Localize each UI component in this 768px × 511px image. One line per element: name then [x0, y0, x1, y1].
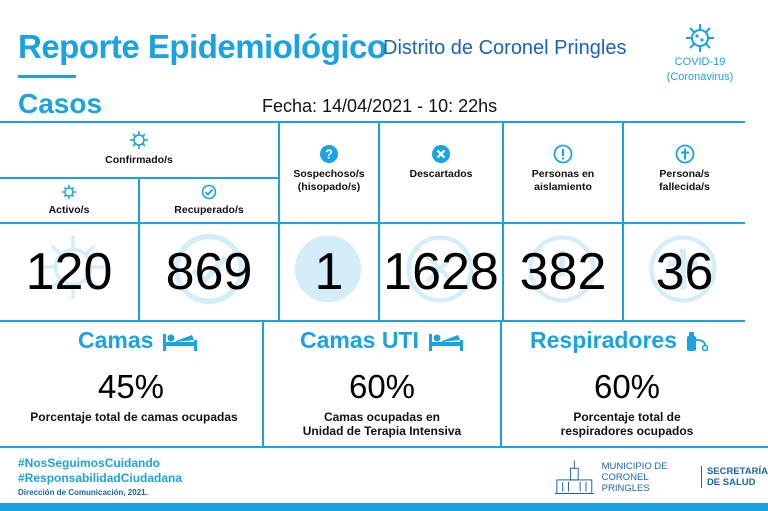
- exclamation-icon: [528, 235, 596, 303]
- icu-title: Camas UTI: [300, 327, 465, 354]
- virus-icon: [130, 131, 148, 149]
- recovered-count: 869: [165, 243, 253, 301]
- col-divider-4: [502, 121, 504, 320]
- municipality-line-1: MUNICIPIO DE: [601, 460, 668, 472]
- suspected-header: ? Sospechoso/s (hisopado/s): [280, 144, 378, 194]
- cross-icon: [649, 235, 717, 303]
- deceased-label-2: fallecida/s: [659, 181, 710, 193]
- ventilators-title: Respiradores: [530, 327, 709, 354]
- suspected-label-1: Sospechoso/s: [293, 168, 365, 180]
- col-divider-2: [278, 121, 280, 320]
- check-icon: [201, 184, 217, 200]
- suspected-count: 1: [314, 243, 344, 301]
- bottom-divider-1: [262, 320, 264, 446]
- secretariat-line-2: DE SALUD: [706, 477, 756, 488]
- active-header: Activo/s: [0, 184, 138, 217]
- cross-icon: [675, 144, 694, 164]
- icu-desc-line-1: Camas ocupadas en: [323, 410, 441, 424]
- icu-desc-line-2: Unidad de Terapia Intensiva: [302, 424, 462, 438]
- beds-description: Porcentaje total de camas ocupadas: [0, 410, 268, 424]
- question-icon: [294, 235, 362, 303]
- col-divider-3: [378, 121, 380, 320]
- confirmed-label: Confirmado/s: [105, 154, 173, 166]
- x-icon: [432, 145, 450, 163]
- ventilators-percent: 60%: [593, 368, 661, 405]
- svg-text:?: ?: [325, 147, 333, 162]
- icu-percent: 60%: [348, 368, 416, 405]
- report-title: Reporte Epidemiológico: [18, 28, 387, 65]
- suspected-label-2: (hisopado/s): [297, 181, 361, 193]
- municipality-line-2: CORONEL PRINGLES: [601, 471, 650, 494]
- discarded-header: Descartados: [380, 144, 502, 181]
- isolation-count: 382: [519, 243, 607, 301]
- virus-icon: [686, 24, 714, 52]
- bottom-accent-bar: [0, 503, 768, 511]
- recovered-label: Recuperado/s: [174, 204, 244, 216]
- secretariat-line-1: SECRETARÍA: [706, 466, 768, 477]
- town-hall-icon: [554, 460, 594, 494]
- covid-badge: COVID-19 (Coronavirus): [640, 22, 760, 84]
- district-subtitle: Distrito de Coronel Pringles: [383, 37, 627, 59]
- beds-desc-line: Porcentaje total de camas ocupadas: [30, 410, 238, 424]
- municipality-logo: MUNICIPIO DE CORONEL PRINGLES SECRETARÍA…: [553, 458, 768, 496]
- exclamation-icon: [553, 144, 573, 164]
- ventilators-desc-line-2: respiradores ocupados: [560, 424, 694, 438]
- question-icon: ?: [320, 145, 338, 163]
- ventilators-label: Respiradores: [530, 327, 678, 353]
- beds-label: Camas: [78, 327, 154, 353]
- bottom-divider-2: [500, 320, 502, 446]
- communication-credit: Dirección de Comunicación, 2021.: [18, 488, 148, 497]
- table-bottom-border: [0, 320, 745, 322]
- icu-label: Camas UTI: [300, 327, 419, 353]
- bed-icon: [428, 333, 463, 351]
- virus-icon: [61, 184, 77, 200]
- bed-icon: [163, 333, 198, 351]
- check-icon: [173, 233, 245, 305]
- col-divider-1: [138, 177, 140, 320]
- virus-icon: [41, 235, 105, 299]
- ventilators-description: Porcentaje total de respiradores ocupado…: [502, 410, 752, 438]
- deceased-label-1: Persona/s: [659, 168, 710, 180]
- active-label: Activo/s: [48, 204, 90, 216]
- logo-separator: [700, 466, 702, 488]
- deceased-count: 36: [655, 243, 714, 301]
- icu-description: Camas ocupadas en Unidad de Terapia Inte…: [264, 410, 500, 438]
- x-icon: [406, 235, 474, 303]
- beds-percent: 45%: [97, 368, 165, 405]
- hashtag-responsabilidad: #ResponsabilidadCiudadana: [18, 471, 183, 485]
- active-count: 120: [25, 243, 113, 301]
- discarded-count: 1628: [383, 243, 499, 301]
- isolation-label-1: Personas en: [531, 168, 595, 180]
- table-top-border: [0, 121, 745, 123]
- ventilator-icon: [687, 331, 709, 351]
- footer-top-border: [0, 446, 768, 448]
- hashtag-cuidando: #NosSeguimosCuidando: [18, 456, 161, 470]
- report-date: Fecha: 14/04/2021 - 10: 22hs: [262, 96, 498, 116]
- discarded-label: Descartados: [409, 168, 473, 180]
- ventilators-desc-line-1: Porcentaje total de: [573, 410, 681, 424]
- isolation-header: Personas en aislamiento: [504, 144, 622, 194]
- deceased-header: Persona/s fallecida/s: [624, 144, 745, 194]
- title-underline: [18, 75, 76, 78]
- coronavirus-label: (Coronavirus): [666, 71, 734, 83]
- isolation-label-2: aislamiento: [534, 181, 592, 193]
- recovered-header: Recuperado/s: [140, 184, 278, 217]
- covid-label: COVID-19: [674, 56, 726, 68]
- col-divider-5: [622, 121, 624, 320]
- table-header-bottom: [0, 222, 745, 224]
- confirmed-header: Confirmado/s: [0, 130, 278, 167]
- beds-title: Camas: [78, 327, 199, 354]
- cases-section-title: Casos: [18, 88, 103, 119]
